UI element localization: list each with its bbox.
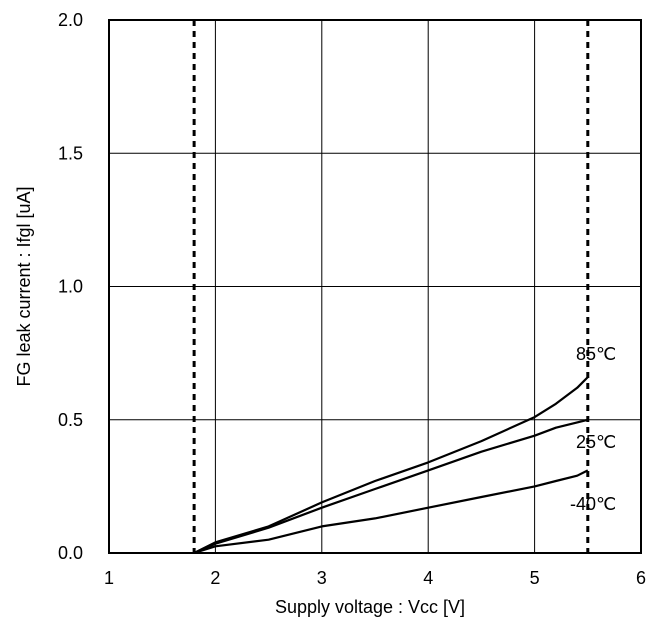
x-tick-label: 5	[530, 568, 540, 588]
grid-layer	[109, 20, 641, 553]
x-tick-label: 6	[636, 568, 646, 588]
y-tick-label: 2.0	[58, 10, 83, 30]
series-labels: 85℃ 25℃ -40℃	[570, 344, 616, 514]
x-tick-label: 2	[210, 568, 220, 588]
y-tick-label: 0.0	[58, 543, 83, 563]
x-tick-label: 1	[104, 568, 114, 588]
y-tick-label: 1.5	[58, 143, 83, 163]
x-tick-label: 3	[317, 568, 327, 588]
series-line	[193, 418, 589, 555]
x-tick-label: 4	[423, 568, 433, 588]
series-label: 85℃	[576, 344, 616, 364]
tick-labels: 1 2 3 4 5 6 0.0 0.5 1.0 1.5 2.0	[58, 10, 646, 588]
x-axis-label: Supply voltage : Vcc [V]	[275, 597, 465, 617]
plot-frame	[108, 19, 642, 554]
y-tick-label: 0.5	[58, 410, 83, 430]
series-label: -40℃	[570, 494, 616, 514]
reference-lines	[192, 20, 590, 553]
series-line	[193, 376, 589, 554]
y-axis-label: FG leak current : Ifgl [uA]	[14, 186, 34, 386]
series-layer	[193, 376, 589, 555]
y-tick-label: 1.0	[58, 277, 83, 297]
series-label: 25℃	[576, 432, 616, 452]
series-line	[193, 469, 589, 555]
